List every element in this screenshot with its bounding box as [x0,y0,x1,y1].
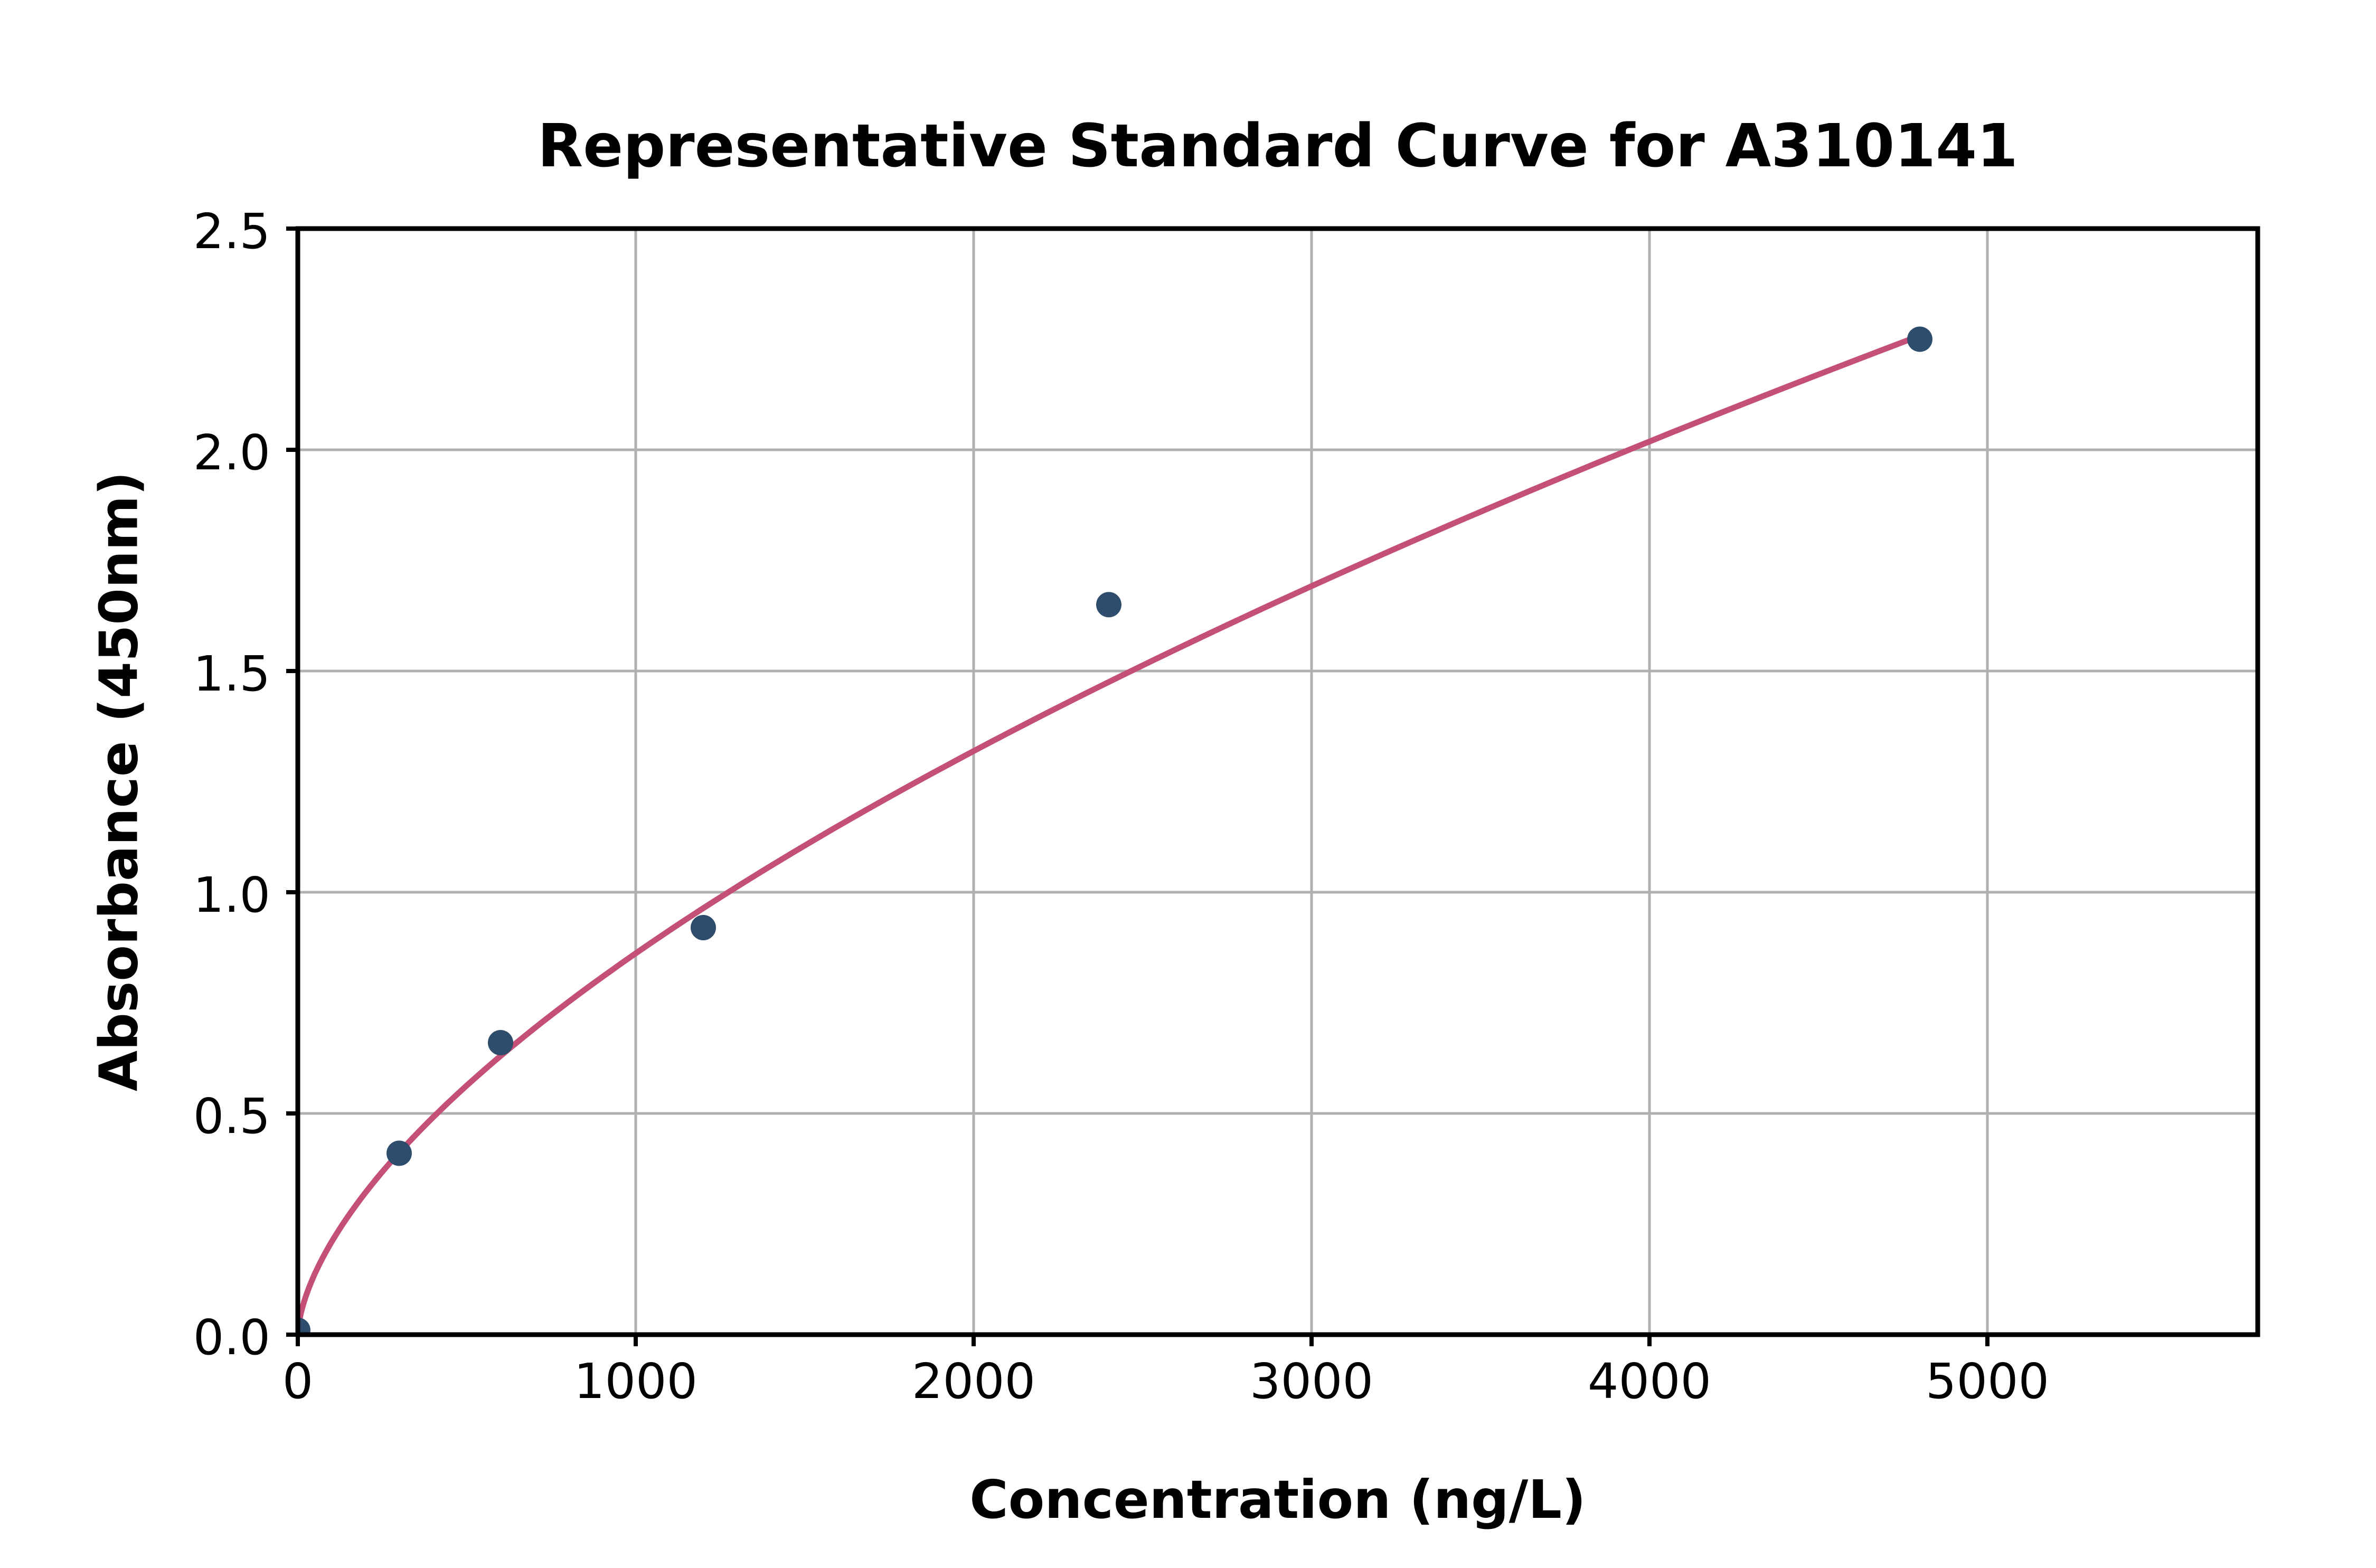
y-tick-label-2: 2.0 [193,424,270,481]
data-point-3 [691,915,716,941]
y-tick-label-1.5: 1.5 [193,646,270,702]
x-tick-label-1000: 1000 [574,1353,697,1410]
data-point-4 [1096,592,1121,618]
y-tick-label-0: 0.0 [193,1309,270,1366]
chart-title: Representative Standard Curve for A31014… [538,112,2018,181]
x-tick-label-0: 0 [282,1353,314,1410]
x-tick-label-3000: 3000 [1250,1353,1373,1410]
data-point-0 [298,1317,310,1335]
data-point-1 [386,1140,412,1166]
x-axis-label: Concentration (ng/L) [969,1469,1586,1531]
x-tick-label-2000: 2000 [912,1353,1035,1410]
y-tick-label-1: 1.0 [193,867,270,923]
x-tick-label-5000: 5000 [1926,1353,2049,1410]
plot-area-spines [295,226,2260,1337]
fit-curve-path [298,333,1921,1335]
y-tick-label-0.5: 0.5 [193,1088,270,1145]
grid-lines [298,227,2258,1335]
data-point-2 [488,1029,513,1055]
data-layer [298,326,1932,1335]
x-tick-label-4000: 4000 [1588,1353,1711,1410]
data-point-5 [1907,326,1932,352]
y-tick-label-2.5: 2.5 [193,203,270,260]
axis-ticks: 0 1000 2000 3000 4000 5000 0.0 0.5 1.0 1.5 2.0 2.5 [193,203,2049,1410]
